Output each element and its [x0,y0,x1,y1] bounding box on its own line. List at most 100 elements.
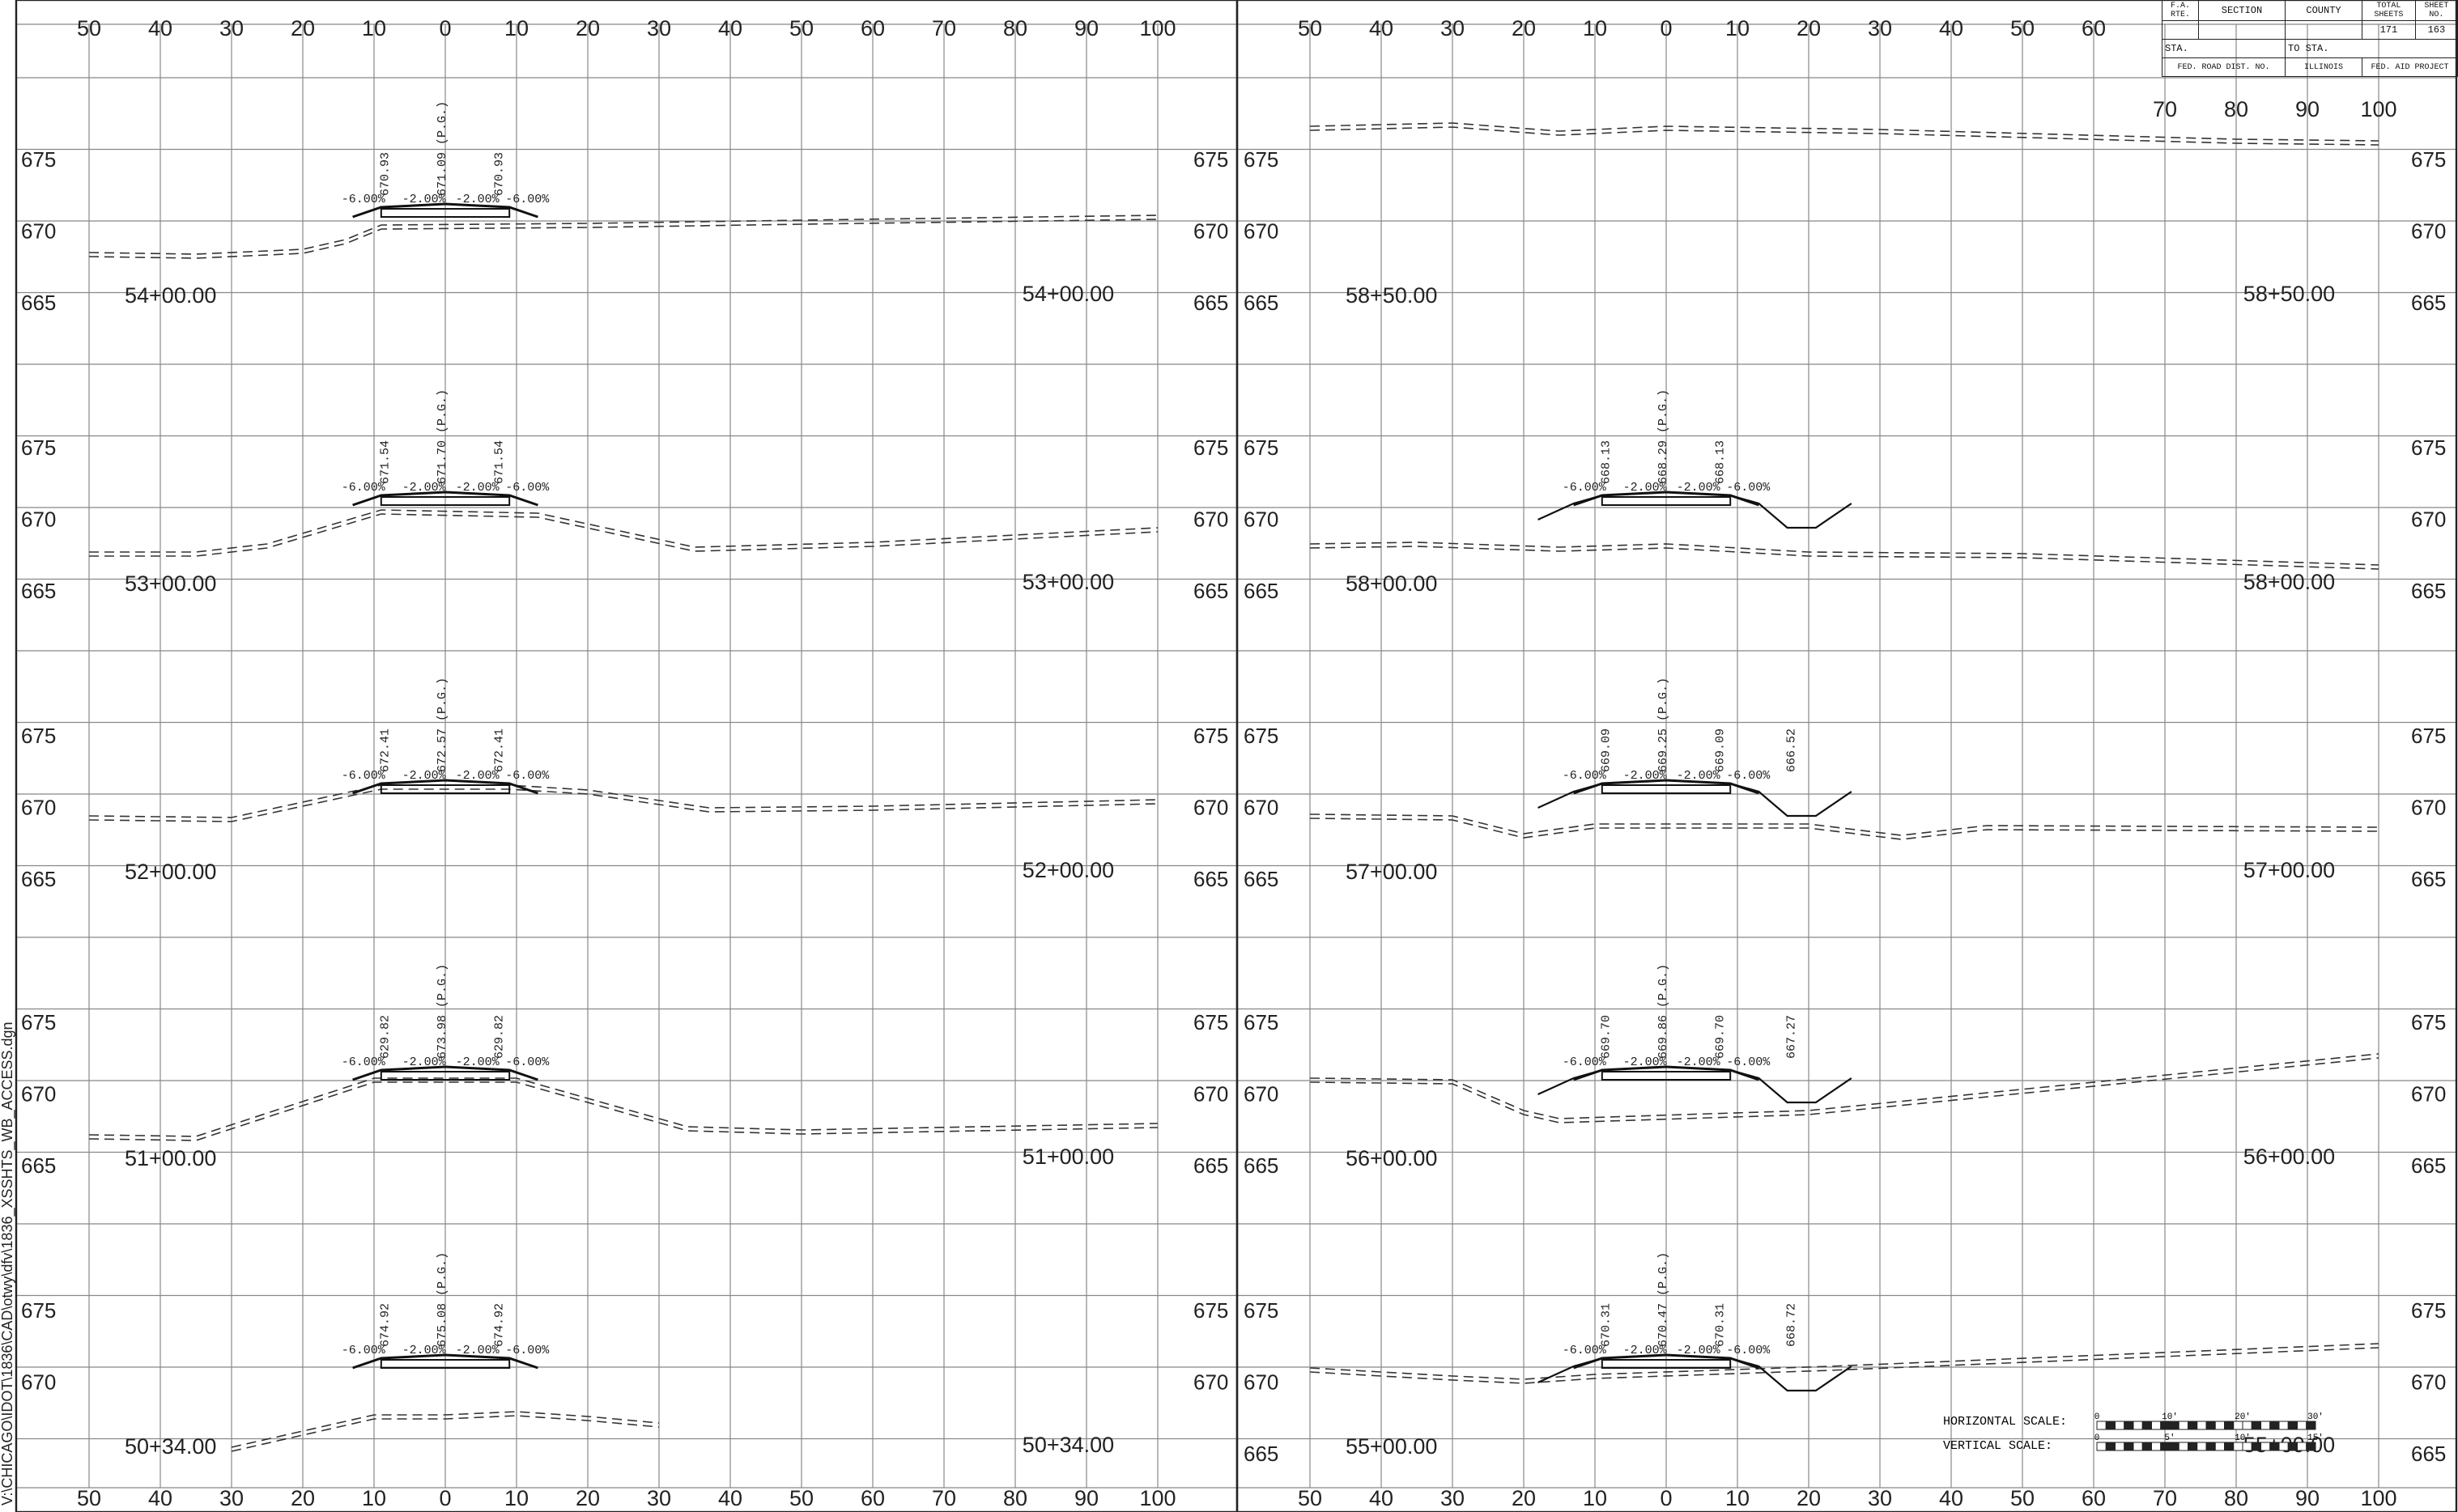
station-label-left: 53+00.00 [125,571,216,596]
scale-bar-segment [2141,1421,2152,1430]
elevation-annotation: 675.08 (P.G.) [436,1252,449,1347]
scale-bar-segment [2105,1421,2116,1430]
offset-label: 60 [861,1486,885,1510]
elevation-annotation: 674.92 [492,1303,506,1347]
scale-bar-segment [2096,1442,2107,1451]
elevation-label: 665 [21,579,56,603]
cross-slope-label: -2.00% [1623,1344,1668,1357]
elevation-annotation: 668.13 [1600,440,1614,484]
ditch-profile [1729,782,1852,818]
offset-label: 70 [932,16,956,40]
offset-label: 20 [1797,1486,1821,1510]
station-label-right: 54+00.00 [1023,282,1114,306]
offset-label: 30 [1440,1486,1465,1510]
elevation-annotation: 668.72 [1784,1303,1798,1347]
elevation-label: 665 [1244,1442,1278,1466]
scale-tick-label: 5' [2164,1433,2175,1443]
offset-label: 30 [219,16,244,40]
offset-label: 80 [1003,1486,1027,1510]
elevation-annotation: 672.41 [492,728,506,772]
ditch-profile [1729,1068,1852,1104]
elevation-label: 670 [2411,1082,2446,1106]
cross-slope-label: -6.00% [1726,1344,1771,1357]
elevation-annotation: 629.82 [492,1015,506,1059]
station-label-right: 58+00.00 [2243,570,2335,594]
existing-ground-line-2 [1309,818,2379,840]
offset-label: 30 [1868,16,1892,40]
elevation-label: 665 [21,867,56,891]
offset-label: 50 [789,16,814,40]
elevation-annotation: 674.92 [379,1303,393,1347]
offset-label: 20 [1512,16,1536,40]
file-path: V:\CHICAGO\IDOT\1836\CAD\otwy\dfv\1836_X… [0,1021,15,1506]
existing-ground-line-2 [1309,1347,2379,1384]
scale-bar-segment [2233,1421,2243,1430]
offset-label: 50 [1298,16,1322,40]
scale-bar-segment [2214,1442,2225,1451]
existing-ground-line-2 [231,1415,660,1452]
scale-bar-segment [2096,1421,2107,1430]
offset-label: 20 [576,1486,600,1510]
existing-ground-line [1309,813,2379,836]
existing-ground-line-2 [89,513,1159,557]
foreslope [1537,494,1603,521]
scale-bar-segment [2133,1442,2143,1451]
elevation-label: 675 [1193,1010,1228,1034]
scale-bar-segment [2251,1442,2261,1451]
elevation-label: 675 [2411,1298,2446,1323]
scale-bar-segment [2115,1421,2125,1430]
station-label-left: 52+00.00 [125,860,216,884]
elevation-label: 675 [1193,1298,1228,1323]
cross-slope-label: -6.00% [1563,481,1607,495]
offset-label: 10 [1583,1486,1607,1510]
elevation-label: 665 [1244,867,1278,891]
offset-label: 0 [439,1486,451,1510]
scale-bar-segment [2160,1442,2171,1451]
scale-bar-segment [2151,1442,2162,1451]
left-sections: 675 675 670 670 665 665 54+00.00 54+00.00 -6.00%… [21,101,1228,1459]
elevation-annotation: 673.98 (P.G.) [436,964,449,1059]
cross-slope-label: -2.00% [402,1344,447,1357]
offset-label: 40 [1369,1486,1393,1510]
offset-label: 40 [1939,1486,1963,1510]
elevation-label: 675 [21,724,56,748]
elevation-annotation: 670.31 [1600,1303,1614,1347]
existing-ground-line [88,784,1159,818]
scale-tick-label: 10' [2235,1433,2251,1443]
elevation-annotation: 670.93 [492,152,506,196]
offset-label: 90 [2295,97,2320,121]
offset-label: 20 [291,16,315,40]
station-label-right: 53+00.00 [1023,570,1114,594]
scale-bars: HORIZONTAL SCALE: VERTICAL SCALE: 0 10' 20… [1943,1412,2324,1453]
cross-slope-label: -2.00% [1677,769,1721,783]
scale-bar-segment [2188,1442,2198,1451]
scale-bar-segment [2278,1442,2289,1451]
offset-label: 30 [647,16,671,40]
cross-slope-label: -2.00% [456,481,500,495]
station-label-left: 50+34.00 [125,1434,216,1459]
scale-bar-segment [2151,1421,2162,1430]
pavement-slab [1601,1359,1732,1369]
elevation-label: 675 [1244,147,1278,172]
scale-bar-segment [2169,1421,2179,1430]
existing-ground-line [88,214,1159,255]
station-label-right: 57+00.00 [2243,858,2335,882]
elevation-label: 665 [1193,291,1228,315]
elevation-label: 675 [1193,724,1228,748]
scale-bar-segment [2141,1442,2152,1451]
elevation-label: 670 [1193,1370,1228,1395]
foreslope [1537,782,1603,809]
cross-slope-label: -6.00% [505,481,550,495]
left-grid [16,23,1237,1489]
offset-label: 80 [1003,16,1027,40]
offset-label: 100 [1139,16,1176,40]
foreslope [1537,1068,1603,1096]
elevation-annotation: 671.70 (P.G.) [436,389,449,484]
scale-bar-segment [2260,1442,2271,1451]
existing-ground-line [1309,122,2379,142]
cross-section-55+00.00: 67567567067066566555+00.0055+00.00-6.00%… [1244,1252,2446,1466]
cross-slope-label: -6.00% [505,769,550,783]
offset-label: 100 [2360,1486,2396,1510]
